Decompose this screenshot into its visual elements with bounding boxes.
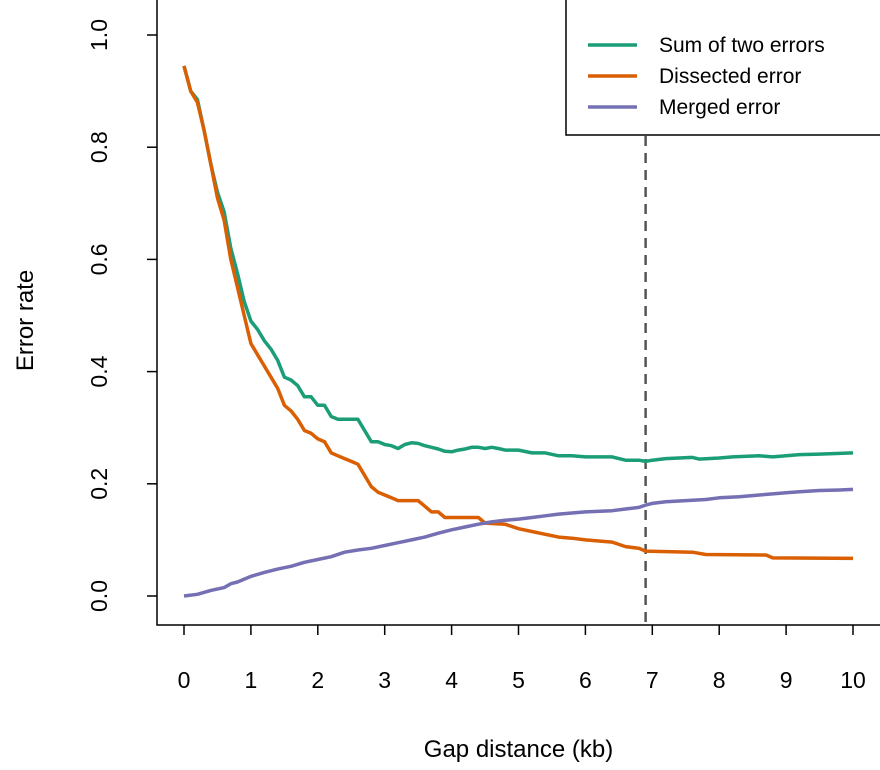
y-tick-label: 0.6 [86,243,112,275]
x-tick-label: 7 [646,667,659,693]
x-tick-label: 6 [579,667,592,693]
x-axis-title: Gap distance (kb) [424,736,613,763]
y-tick-label: 0.8 [86,131,112,163]
legend-label: Dissected error [659,65,801,88]
series-layer [182,65,854,598]
series-line-1 [182,65,854,464]
x-tick-label: 10 [840,667,866,693]
x-tick-label: 0 [178,667,191,693]
x-tick-label: 9 [780,667,793,693]
x-tick-label: 3 [378,667,391,693]
axes: 0 1 2 3 4 5 6 7 8 9 10 0.0 0.2 0.4 0.6 0.8 1.0 [86,19,866,693]
y-axis-title: Error rate [12,270,39,371]
x-tick-label: 4 [445,667,458,693]
legend-label: Merged error [659,96,780,119]
y-tick-label: 0.0 [86,580,112,612]
plot-box [156,0,880,626]
legend-box [565,0,880,136]
series-line-3 [183,487,854,598]
x-tick-label: 2 [311,667,324,693]
y-tick-label: 0.4 [86,355,112,387]
y-tick-label: 1.0 [86,19,112,51]
legend-label: Sum of two errors [659,34,825,57]
legend: Sum of two errors Dissected error Merged e… [565,0,880,136]
x-tick-label: 5 [512,667,525,693]
x-tick-label: 1 [245,667,258,693]
y-tick-label: 0.2 [86,468,112,500]
x-tick-label: 8 [713,667,726,693]
series-line-2 [182,65,854,561]
